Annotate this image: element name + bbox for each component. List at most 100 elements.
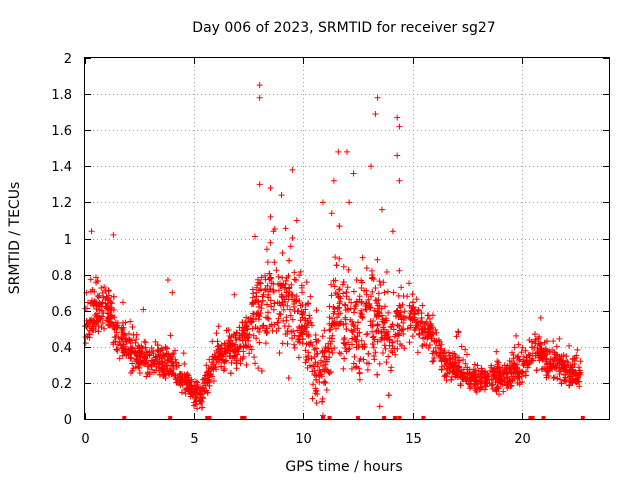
data-point — [141, 354, 148, 361]
data-point — [165, 357, 172, 364]
data-point — [113, 346, 120, 353]
data-point — [313, 387, 320, 394]
baseline-marker — [242, 416, 247, 420]
y-tick-label: 1.6 — [51, 124, 72, 139]
data-point — [297, 268, 304, 275]
data-point — [273, 267, 280, 274]
data-point — [348, 299, 355, 306]
data-point — [218, 341, 225, 348]
data-point — [537, 340, 544, 347]
outlier-point — [372, 110, 379, 117]
data-point — [239, 337, 246, 344]
data-point — [146, 349, 153, 356]
data-point — [98, 285, 105, 292]
data-point — [279, 294, 286, 301]
data-point — [280, 317, 287, 324]
data-point — [239, 330, 246, 337]
data-point — [295, 354, 302, 361]
data-point — [270, 228, 277, 235]
data-point — [453, 333, 460, 340]
data-point — [168, 353, 175, 360]
data-point — [243, 330, 250, 337]
data-point — [183, 385, 190, 392]
data-point — [352, 336, 359, 343]
data-point — [141, 338, 148, 345]
data-point — [523, 354, 530, 361]
data-point — [430, 357, 437, 364]
data-point — [251, 233, 258, 240]
data-point — [331, 283, 338, 290]
y-tick-label: 1 — [64, 233, 72, 248]
data-point — [362, 306, 369, 313]
outlier-point — [396, 123, 403, 130]
y-axis-title: SRMTID / TECUs — [7, 182, 23, 295]
data-point — [332, 325, 339, 332]
data-point — [428, 324, 435, 331]
data-point — [338, 318, 345, 325]
data-point — [130, 365, 137, 372]
data-point — [310, 381, 317, 388]
data-point — [143, 373, 150, 380]
data-point — [331, 308, 338, 315]
data-point — [380, 279, 387, 286]
data-point — [344, 284, 351, 291]
data-point — [154, 342, 161, 349]
data-point — [89, 286, 96, 293]
data-point — [416, 331, 423, 338]
data-point — [265, 294, 272, 301]
data-point — [285, 296, 292, 303]
data-point — [260, 322, 267, 329]
data-point — [336, 349, 343, 356]
data-point — [375, 328, 382, 335]
data-point — [367, 293, 374, 300]
data-point — [321, 327, 328, 334]
data-point — [114, 347, 121, 354]
data-point — [429, 358, 436, 365]
data-point — [350, 360, 357, 367]
data-point — [180, 350, 187, 357]
data-point — [93, 279, 100, 286]
data-point — [182, 386, 189, 393]
data-point — [522, 347, 529, 354]
data-point — [116, 355, 123, 362]
data-point — [471, 361, 478, 368]
data-point — [348, 365, 355, 372]
data-point — [432, 344, 439, 351]
data-point — [384, 288, 391, 295]
data-point — [206, 382, 213, 389]
data-point — [242, 343, 249, 350]
data-point — [94, 318, 101, 325]
data-point — [251, 354, 258, 361]
data-point — [294, 327, 301, 334]
x-tick-label: 15 — [405, 432, 422, 447]
data-point — [354, 319, 361, 326]
data-point — [311, 367, 318, 374]
data-point — [138, 349, 145, 356]
data-point — [264, 309, 271, 316]
data-point — [82, 305, 89, 312]
data-point — [463, 378, 470, 385]
data-point — [349, 320, 356, 327]
data-point — [126, 330, 132, 337]
data-point — [341, 355, 348, 362]
data-point — [227, 337, 234, 344]
data-point — [382, 345, 389, 352]
data-point — [162, 375, 169, 382]
outlier-point — [267, 213, 274, 220]
x-tick-label: 0 — [81, 432, 89, 447]
data-point — [256, 339, 263, 346]
data-point — [89, 326, 96, 333]
data-point — [457, 380, 464, 387]
baseline-marker — [320, 416, 325, 420]
data-point — [471, 380, 478, 387]
data-point — [519, 344, 526, 351]
data-point — [198, 398, 205, 405]
data-point — [454, 368, 461, 375]
outlier-point — [319, 199, 326, 206]
data-point — [101, 325, 108, 332]
data-point — [140, 360, 147, 367]
x-tick-label: 10 — [295, 432, 312, 447]
data-point — [396, 323, 403, 330]
data-point — [394, 338, 401, 345]
data-point — [333, 262, 340, 269]
